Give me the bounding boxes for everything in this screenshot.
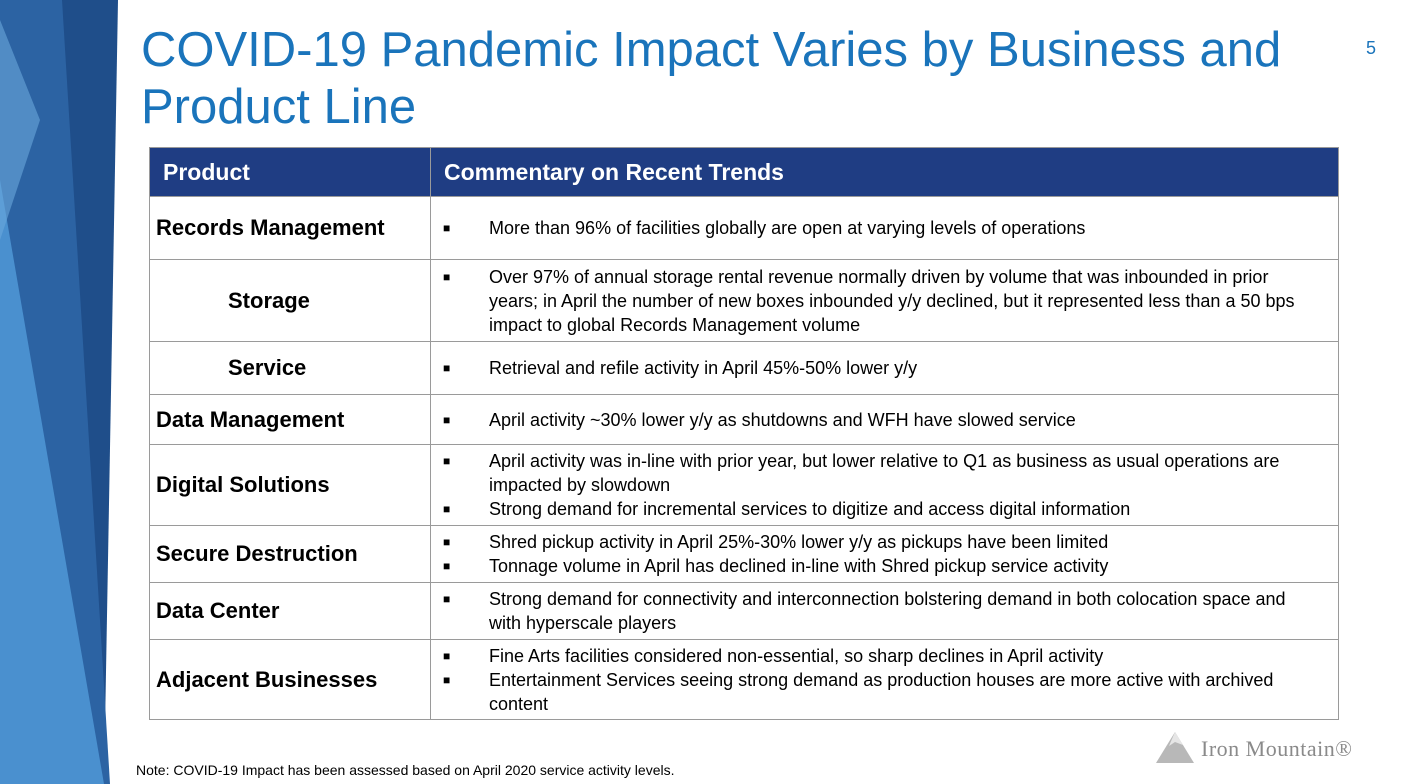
commentary-cell: ■ Over 97% of annual storage rental reven…	[430, 259, 1339, 342]
commentary-bullet: ■ Strong demand for incremental services …	[431, 497, 1318, 521]
bullet-icon: ■	[443, 412, 451, 427]
bullet-icon: ■	[443, 672, 451, 687]
bullet-text: Strong demand for connectivity and inter…	[489, 589, 1286, 633]
product-cell: Storage	[149, 259, 431, 342]
table-row: Data Center ■ Strong demand for connectiv…	[149, 582, 1339, 640]
table-row: Records Management ■ More than 96% of fac…	[149, 196, 1339, 260]
commentary-cell: ■ April activity was in-line with prior y…	[430, 444, 1339, 526]
table-row: Data Management ■ April activity ~30% low…	[149, 394, 1339, 445]
bullet-text: Fine Arts facilities considered non-esse…	[489, 645, 1104, 666]
product-cell: Digital Solutions	[149, 444, 431, 526]
table-row: Adjacent Businesses ■ Fine Arts facilitie…	[149, 639, 1339, 720]
commentary-bullet: ■ Tonnage volume in April has declined in…	[431, 554, 1318, 578]
bullet-text: Retrieval and refile activity in April 4…	[489, 358, 918, 378]
commentary-bullet: ■ Over 97% of annual storage rental reven…	[431, 265, 1318, 337]
commentary-bullet: ■ April activity was in-line with prior y…	[431, 449, 1318, 497]
bullet-text: Strong demand for incremental services t…	[489, 499, 1131, 519]
page-title: COVID-19 Pandemic Impact Varies by Busin…	[141, 23, 1282, 134]
bullet-text: Over 97% of annual storage rental revenu…	[489, 266, 1295, 335]
decorative-side-band	[0, 0, 118, 784]
bullet-icon: ■	[443, 559, 451, 573]
page-number: 5	[1366, 38, 1377, 58]
table-header-row: Product Commentary on Recent Trends	[149, 147, 1339, 197]
commentary-cell: ■ Shred pickup activity in April 25%-30% …	[430, 525, 1339, 583]
commentary-bullet: ■ More than 96% of facilities globally ar…	[431, 216, 1318, 240]
bullet-text: Tonnage volume in April has declined in-…	[489, 556, 1109, 576]
footnote: Note: COVID-19 Impact has been assessed …	[136, 762, 675, 778]
bullet-text: Shred pickup activity in April 25%-30% l…	[489, 532, 1109, 552]
product-cell: Data Management	[149, 394, 431, 445]
product-cell: Records Management	[149, 196, 431, 260]
bullet-icon: ■	[443, 269, 451, 284]
iron-mountain-logo: Iron Mountain®	[1155, 724, 1395, 764]
bullet-icon: ■	[443, 361, 451, 375]
table-row: Service ■ Retrieval and refile activity i…	[149, 341, 1339, 395]
table-row: Digital Solutions ■ April activity was in…	[149, 444, 1339, 526]
bullet-icon: ■	[443, 592, 451, 606]
bullet-icon: ■	[443, 221, 451, 235]
header-product: Product	[149, 147, 431, 197]
product-cell: Adjacent Businesses	[149, 639, 431, 720]
bullet-text: More than 96% of facilities globally are…	[489, 218, 1086, 238]
mountain-icon	[1156, 732, 1194, 763]
table-row: Storage ■ Over 97% of annual storage rent…	[149, 259, 1339, 342]
bullet-icon: ■	[443, 648, 451, 663]
product-cell: Secure Destruction	[149, 525, 431, 583]
commentary-cell: ■ More than 96% of facilities globally ar…	[430, 196, 1339, 260]
logo-text: Iron Mountain®	[1201, 736, 1353, 761]
commentary-bullet: ■ Strong demand for connectivity and inte…	[431, 587, 1318, 635]
commentary-cell: ■ Retrieval and refile activity in April …	[430, 341, 1339, 395]
commentary-bullet: ■ Fine Arts facilities considered non-ess…	[431, 644, 1318, 668]
commentary-cell: ■ April activity ~30% lower y/y as shutdo…	[430, 394, 1339, 445]
commentary-cell: ■ Fine Arts facilities considered non-ess…	[430, 639, 1339, 720]
product-cell: Data Center	[149, 582, 431, 640]
bullet-text: Entertainment Services seeing strong dem…	[489, 669, 1274, 714]
bullet-icon: ■	[443, 535, 451, 549]
bullet-icon: ■	[443, 454, 451, 468]
bullet-icon: ■	[443, 502, 451, 516]
trends-table: Product Commentary on Recent Trends Reco…	[149, 147, 1339, 720]
header-commentary: Commentary on Recent Trends	[430, 147, 1339, 197]
bullet-text: April activity ~30% lower y/y as shutdow…	[489, 409, 1076, 430]
commentary-bullet: ■ Entertainment Services seeing strong de…	[431, 668, 1318, 716]
commentary-bullet: ■ Retrieval and refile activity in April …	[431, 356, 1318, 380]
commentary-bullet: ■ April activity ~30% lower y/y as shutdo…	[431, 408, 1318, 432]
product-cell: Service	[149, 341, 431, 395]
commentary-bullet: ■ Shred pickup activity in April 25%-30% …	[431, 530, 1318, 554]
commentary-cell: ■ Strong demand for connectivity and inte…	[430, 582, 1339, 640]
bullet-text: April activity was in-line with prior ye…	[489, 451, 1280, 495]
table-row: Secure Destruction ■ Shred pickup activit…	[149, 525, 1339, 583]
